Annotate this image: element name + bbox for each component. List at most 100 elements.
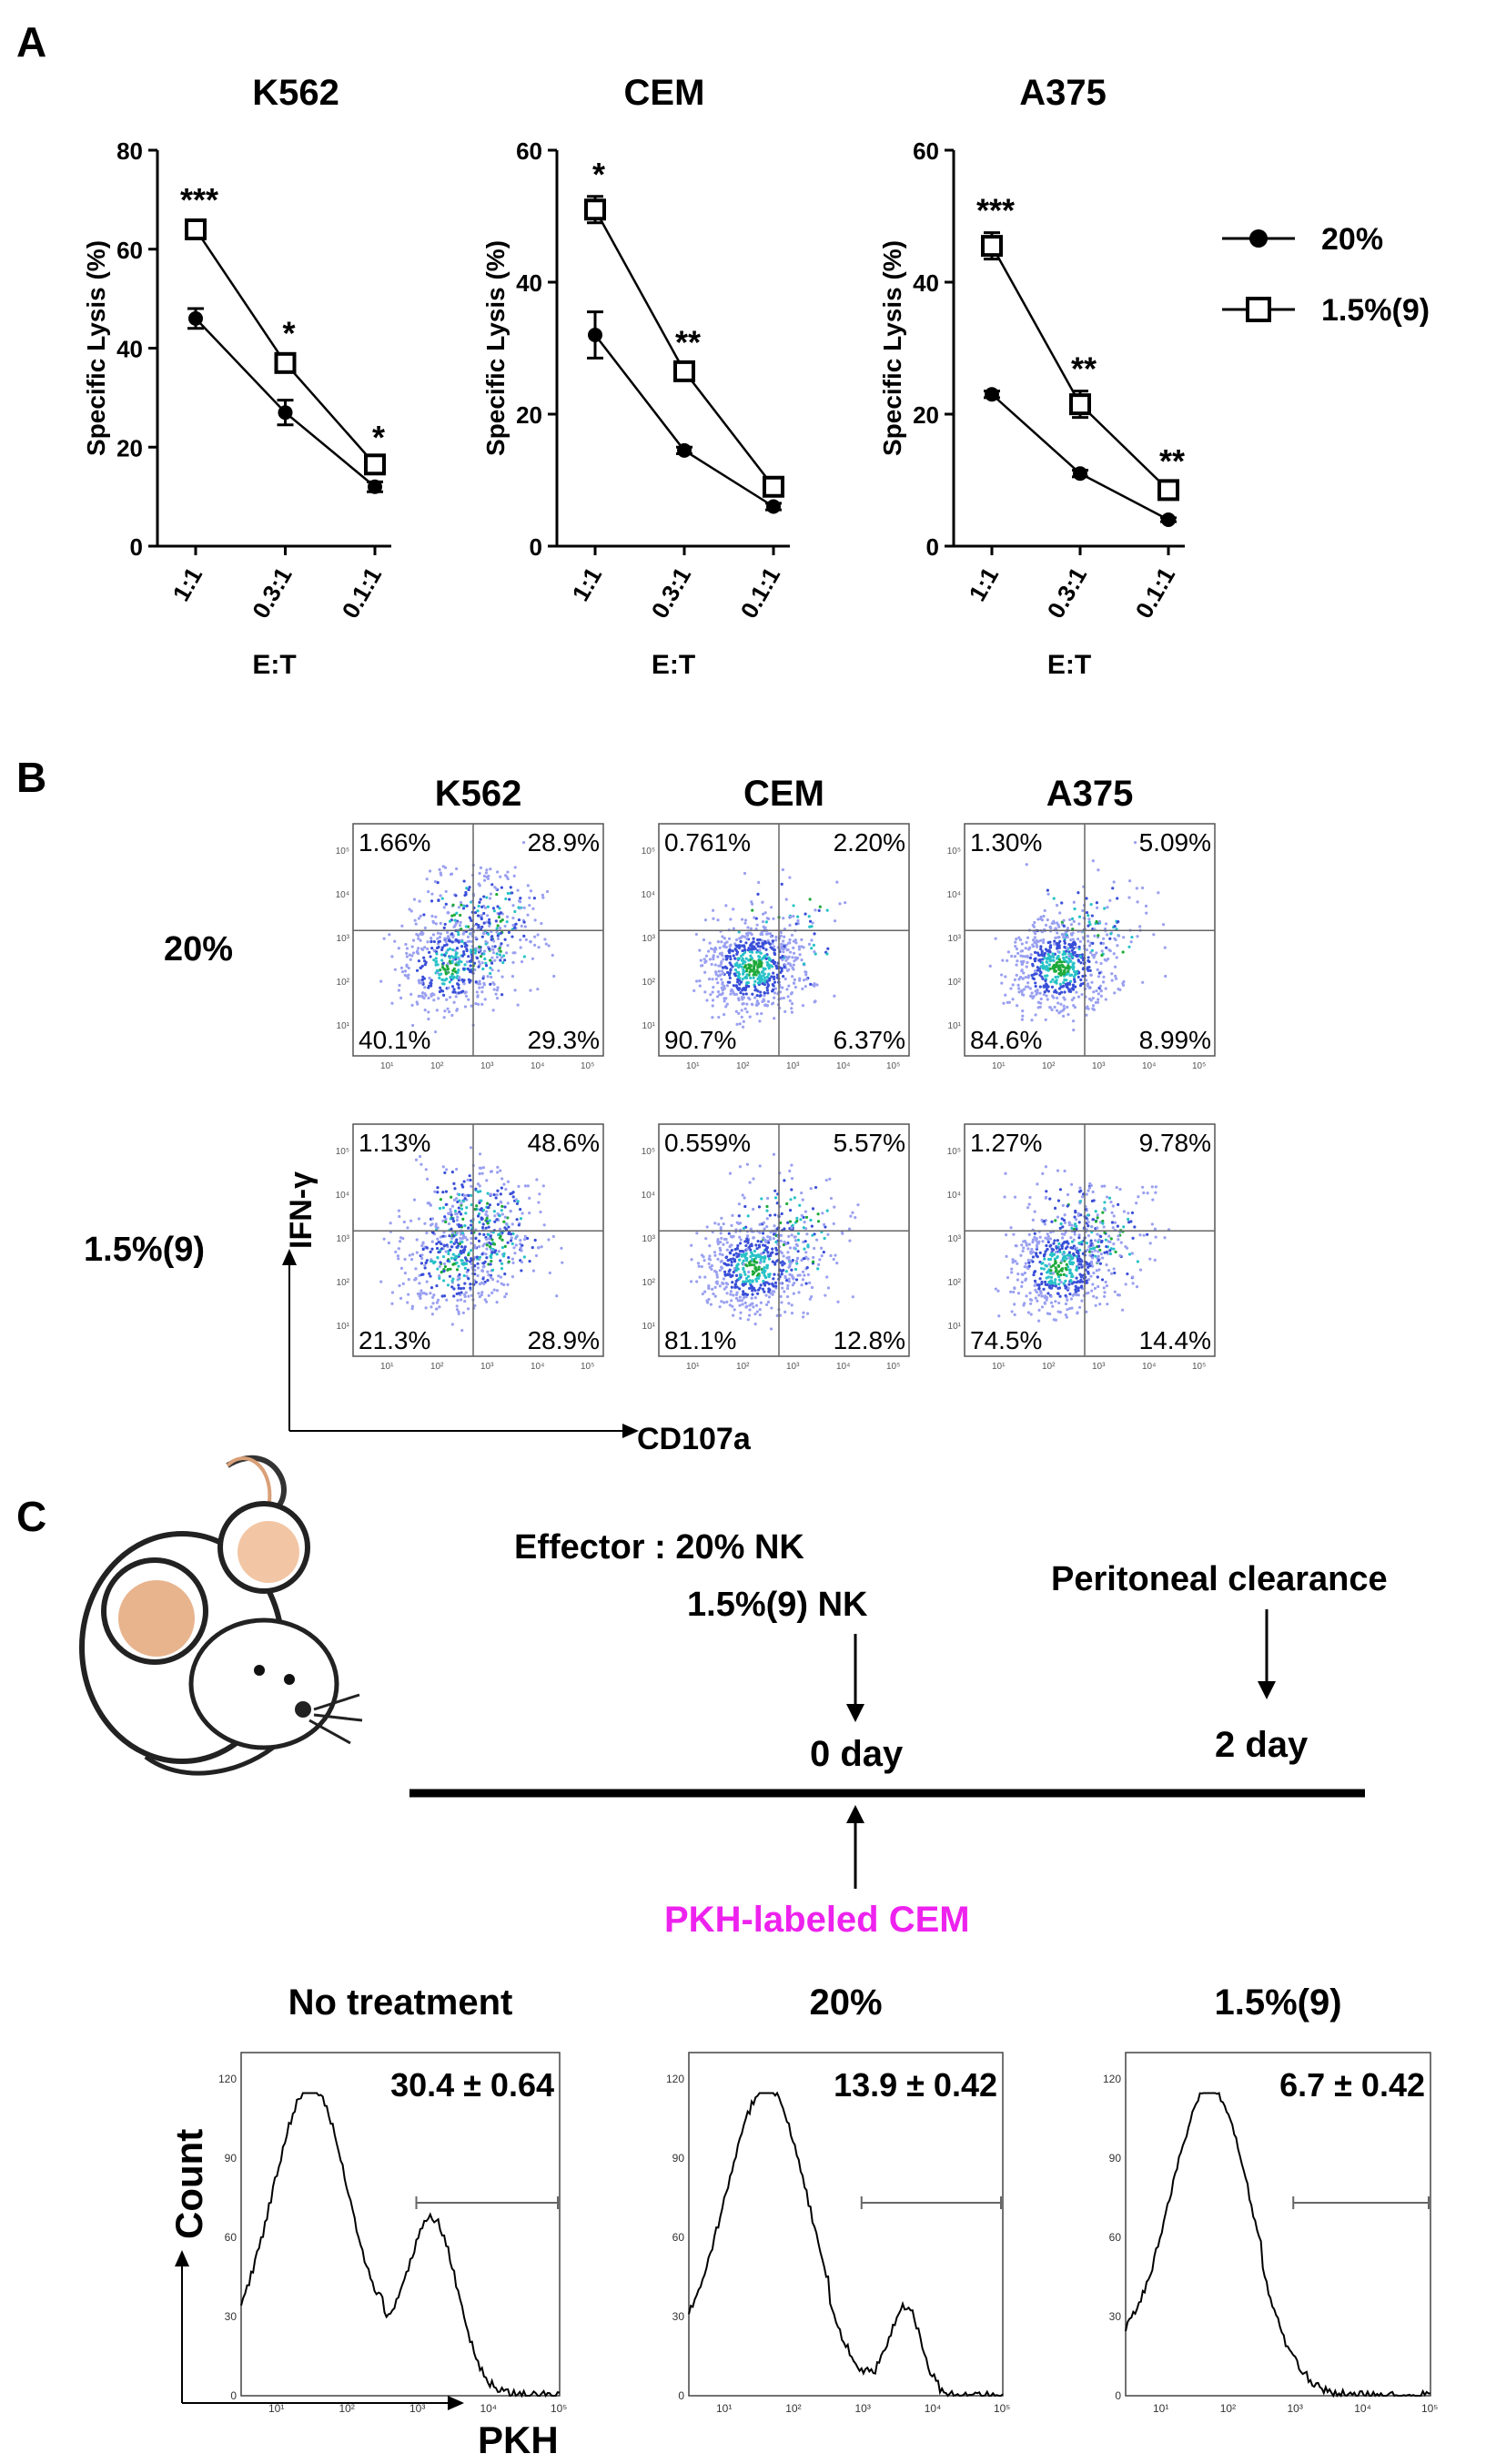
event-dot [1136,900,1139,904]
event-dot [751,1273,754,1276]
event-dot [457,991,460,995]
event-dot [1056,1255,1059,1260]
event-dot [703,1275,707,1279]
event-dot [999,973,1004,977]
event-dot [521,1243,524,1247]
event-dot [763,1275,768,1279]
event-dot [1013,1313,1016,1316]
event-dot [498,1236,501,1240]
event-dot [769,946,773,949]
event-dot [715,1275,719,1279]
event-dot [790,1007,793,1010]
event-dot [1113,965,1117,968]
event-dot [786,995,790,999]
event-dot [457,1264,460,1268]
event-dot [796,918,800,923]
tick-label: 10¹ [948,1322,962,1332]
event-dot [1034,931,1037,936]
event-dot [766,1254,771,1258]
event-dot [490,961,494,965]
legend-marker-20 [1249,229,1268,248]
event-dot [795,1256,799,1261]
event-dot [725,940,729,944]
event-dot [810,938,814,942]
event-dot [705,1225,709,1229]
event-dot [465,904,469,908]
event-dot [1024,1262,1027,1265]
event-dot [1077,1236,1081,1240]
event-dot [1051,952,1055,956]
event-dot [379,979,383,983]
event-dot [812,1260,815,1263]
event-dot [1069,938,1073,942]
event-dot [771,1001,775,1005]
event-dot [438,1276,441,1280]
event-dot [463,893,467,897]
event-dot [750,932,753,937]
event-dot [774,965,779,968]
event-dot [1009,1290,1013,1293]
event-dot [414,1276,418,1280]
event-dot [1142,1191,1146,1195]
event-dot [533,1238,537,1242]
event-dot [460,1291,463,1294]
event-dot [432,1293,436,1297]
event-dot [1131,1236,1135,1240]
event-dot [1054,1250,1058,1254]
event-dot [773,952,777,957]
event-dot [728,955,732,958]
event-dot [522,955,526,958]
tick-label: 10⁵ [336,1147,349,1157]
event-dot [1073,1215,1077,1219]
event-dot [488,924,491,928]
event-dot [723,1287,726,1291]
event-dot [456,1215,460,1219]
event-dot [699,958,703,962]
event-dot [442,906,446,909]
event-dot [519,1217,523,1221]
event-dot [749,1248,753,1252]
event-dot [1127,896,1131,899]
event-dot [758,1308,762,1312]
event-dot [760,1197,763,1201]
event-dot [1021,977,1025,980]
event-dot [802,1226,805,1230]
event-dot [1113,924,1117,928]
event-dot [405,974,409,978]
event-dot [476,1273,480,1278]
y-tick-label: 40 [913,269,939,297]
event-dot [454,1197,459,1201]
event-dot [700,1253,704,1257]
event-dot [1059,971,1063,975]
event-dot [469,1223,473,1227]
event-dot [1045,1243,1048,1248]
event-dot [448,1274,452,1278]
event-dot [1093,953,1097,957]
event-dot [731,965,734,968]
event-dot [763,1290,766,1293]
event-dot [793,978,796,981]
event-dot [1108,1249,1112,1252]
event-dot [1146,1191,1149,1195]
event-dot [1039,965,1043,968]
event-dot [446,968,450,971]
event-dot [806,1257,810,1261]
event-dot [781,1263,784,1267]
event-dot [390,1291,395,1294]
event-dot [432,999,436,1002]
event-dot [1010,1267,1014,1271]
event-dot [1062,1004,1066,1008]
tick-label: 10³ [948,934,962,944]
event-dot [1039,915,1043,919]
event-dot [717,1222,721,1226]
event-dot [440,1294,444,1298]
event-dot [1027,947,1031,950]
tick-label: 10² [736,1362,750,1372]
event-dot [484,964,489,968]
event-dot [403,969,408,973]
event-dot [722,1242,725,1246]
event-dot [1054,1266,1057,1270]
event-dot [1055,1009,1059,1012]
event-dot [490,1259,493,1263]
event-dot [1095,1269,1098,1273]
